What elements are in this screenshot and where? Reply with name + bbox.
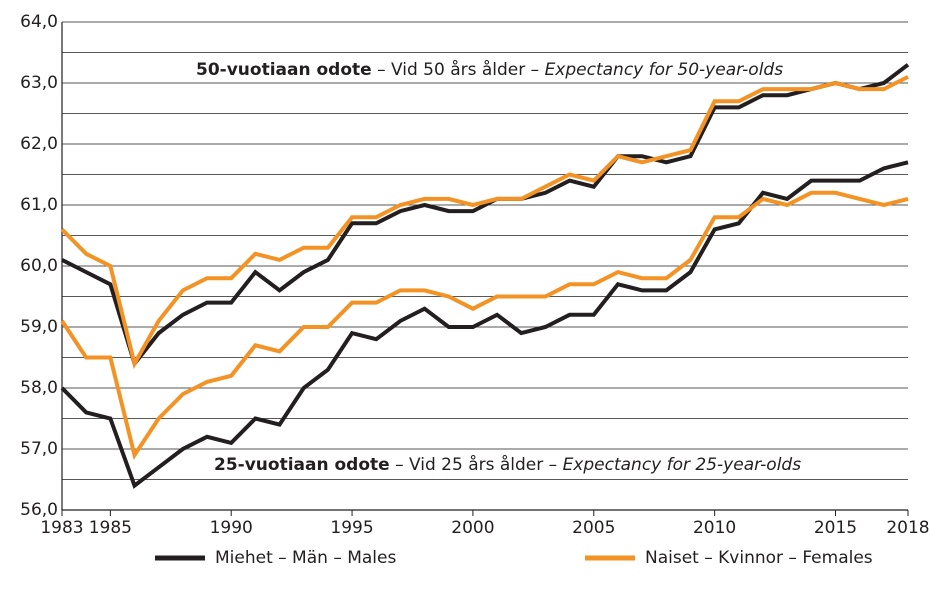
series-line: [61, 63, 910, 368]
annotation-italic: Expectancy for 25-year-olds: [563, 455, 802, 475]
series-line: [60, 75, 909, 369]
series-line: [60, 160, 909, 489]
annotation: 25-vuotiaan odote – Vid 25 års ålder – E…: [214, 454, 801, 475]
annotation-italic: Expectancy for 50-year-olds: [545, 60, 784, 80]
annotation-bold: 25-vuotiaan odote: [214, 455, 390, 475]
x-tick-label: 1985: [89, 518, 132, 538]
y-tick-label: 63,0: [20, 73, 58, 93]
annotation-text: – Vid 25 års ålder –: [390, 454, 563, 475]
y-tick-label: 57,0: [20, 439, 58, 459]
x-tick-label: 1995: [330, 518, 373, 538]
x-tick-label: 2010: [693, 518, 736, 538]
x-tick-label: 2000: [451, 518, 494, 538]
y-tick-label: 56,0: [20, 500, 58, 520]
series-line: [60, 190, 909, 461]
y-tick-label: 64,0: [20, 12, 58, 32]
annotation: 50-vuotiaan odote – Vid 50 års ålder – E…: [196, 59, 783, 80]
x-tick-label: 2018: [886, 518, 929, 538]
x-tick-label: 2015: [814, 518, 857, 538]
y-tick-label: 59,0: [20, 317, 58, 337]
y-tick-label: 58,0: [20, 378, 58, 398]
x-tick-label: 1990: [210, 518, 253, 538]
legend-label: Miehet – Män – Males: [215, 548, 396, 568]
y-tick-label: 61,0: [20, 195, 58, 215]
annotation-bold: 50-vuotiaan odote: [196, 60, 372, 80]
x-tick-label: 2005: [572, 518, 615, 538]
y-tick-label: 62,0: [20, 134, 58, 154]
annotation-text: – Vid 50 års ålder –: [372, 59, 545, 80]
legend-label: Naiset – Kvinnor – Females: [645, 548, 873, 568]
y-tick-label: 60,0: [20, 256, 58, 276]
x-tick-label: 1983: [40, 518, 83, 538]
